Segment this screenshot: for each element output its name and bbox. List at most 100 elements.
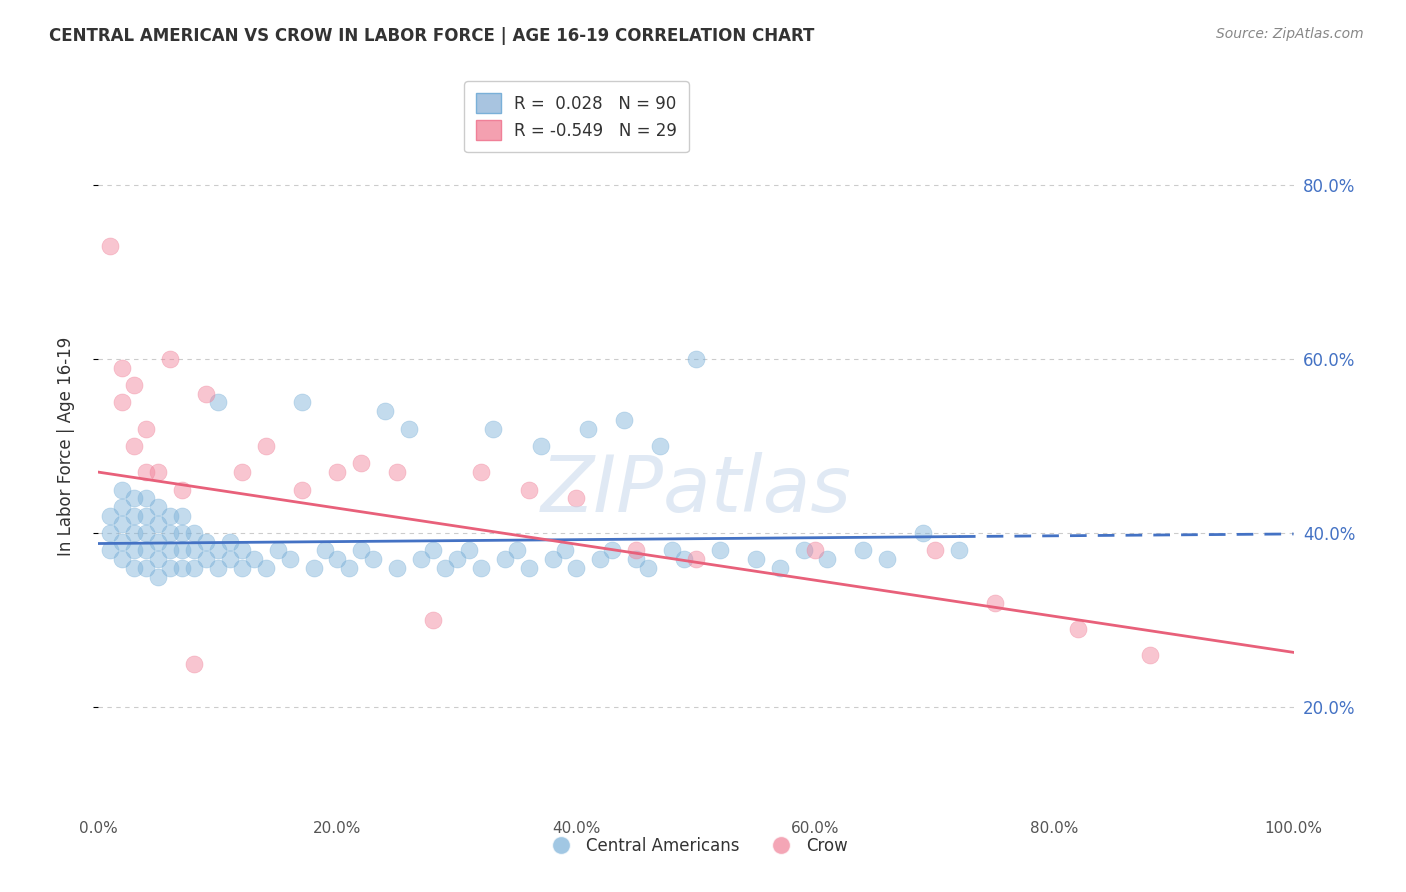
- Point: [183, 561, 205, 575]
- Point: [172, 526, 194, 541]
- Point: [207, 395, 229, 409]
- Point: [267, 543, 290, 558]
- Point: [565, 491, 588, 506]
- Point: [326, 465, 349, 479]
- Legend: Central Americans, Crow: Central Americans, Crow: [537, 830, 855, 862]
- Point: [481, 421, 505, 435]
- Point: [254, 561, 277, 575]
- Point: [315, 543, 337, 558]
- Point: [302, 561, 325, 575]
- Point: [148, 500, 170, 514]
- Point: [278, 552, 301, 566]
- Point: [793, 543, 815, 558]
- Point: [148, 534, 170, 549]
- Point: [709, 543, 731, 558]
- Point: [124, 439, 146, 453]
- Point: [111, 552, 134, 566]
- Point: [506, 543, 529, 558]
- Point: [231, 561, 253, 575]
- Point: [815, 552, 838, 566]
- Point: [1067, 622, 1090, 636]
- Point: [159, 508, 181, 523]
- Point: [111, 360, 134, 375]
- Point: [470, 465, 492, 479]
- Point: [207, 561, 229, 575]
- Point: [291, 483, 314, 497]
- Point: [243, 552, 266, 566]
- Point: [135, 543, 157, 558]
- Point: [385, 561, 409, 575]
- Point: [411, 552, 433, 566]
- Point: [135, 465, 157, 479]
- Point: [517, 483, 540, 497]
- Point: [111, 534, 134, 549]
- Point: [219, 552, 242, 566]
- Point: [148, 552, 170, 566]
- Point: [231, 543, 253, 558]
- Point: [195, 534, 218, 549]
- Point: [148, 517, 170, 532]
- Point: [98, 508, 122, 523]
- Point: [363, 552, 385, 566]
- Point: [948, 543, 970, 558]
- Point: [148, 569, 170, 583]
- Point: [350, 543, 373, 558]
- Point: [124, 491, 146, 506]
- Point: [924, 543, 946, 558]
- Point: [135, 526, 157, 541]
- Point: [98, 543, 122, 558]
- Point: [172, 561, 194, 575]
- Point: [350, 457, 373, 471]
- Point: [124, 561, 146, 575]
- Point: [565, 561, 588, 575]
- Point: [207, 543, 229, 558]
- Point: [135, 508, 157, 523]
- Point: [159, 526, 181, 541]
- Point: [768, 561, 790, 575]
- Point: [422, 613, 444, 627]
- Point: [541, 552, 564, 566]
- Point: [911, 526, 934, 541]
- Point: [291, 395, 314, 409]
- Point: [685, 351, 707, 366]
- Point: [326, 552, 349, 566]
- Point: [124, 508, 146, 523]
- Point: [661, 543, 683, 558]
- Point: [135, 561, 157, 575]
- Point: [446, 552, 468, 566]
- Point: [398, 421, 420, 435]
- Point: [183, 543, 205, 558]
- Point: [195, 552, 218, 566]
- Point: [124, 526, 146, 541]
- Point: [852, 543, 875, 558]
- Point: [111, 517, 134, 532]
- Text: ZIPatlas: ZIPatlas: [540, 452, 852, 528]
- Y-axis label: In Labor Force | Age 16-19: In Labor Force | Age 16-19: [56, 336, 75, 556]
- Point: [374, 404, 396, 418]
- Point: [124, 378, 146, 392]
- Point: [159, 561, 181, 575]
- Point: [231, 465, 253, 479]
- Point: [254, 439, 277, 453]
- Point: [637, 561, 659, 575]
- Point: [626, 543, 648, 558]
- Point: [613, 413, 636, 427]
- Point: [172, 508, 194, 523]
- Point: [602, 543, 624, 558]
- Point: [98, 238, 122, 252]
- Point: [984, 596, 1007, 610]
- Point: [159, 351, 181, 366]
- Point: [648, 439, 672, 453]
- Point: [135, 491, 157, 506]
- Point: [172, 543, 194, 558]
- Point: [111, 395, 134, 409]
- Point: [172, 483, 194, 497]
- Point: [434, 561, 457, 575]
- Point: [494, 552, 516, 566]
- Point: [685, 552, 707, 566]
- Point: [111, 500, 134, 514]
- Point: [98, 526, 122, 541]
- Point: [589, 552, 612, 566]
- Point: [159, 543, 181, 558]
- Point: [124, 543, 146, 558]
